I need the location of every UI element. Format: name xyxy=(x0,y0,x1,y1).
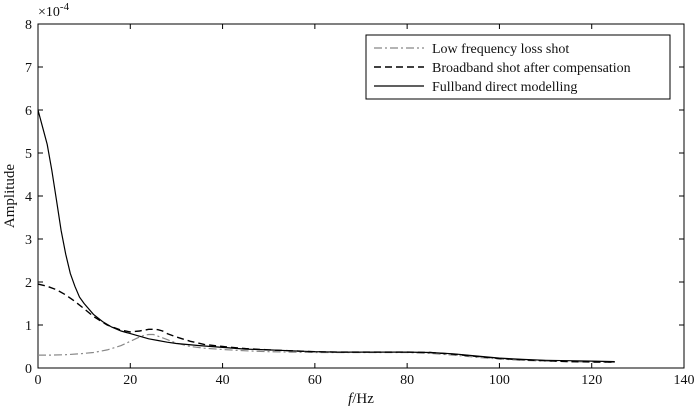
y-tick-label: 1 xyxy=(25,319,32,334)
y-tick-label: 4 xyxy=(25,190,32,205)
tick-labels: 0 20 40 60 80 100 120 140 0 1 2 3 4 5 6 7 8 xyxy=(25,18,695,388)
y-axis-label: Amplitude xyxy=(2,164,18,229)
y-tick-label: 7 xyxy=(25,61,32,76)
series-line-2 xyxy=(37,283,615,363)
x-tick-label: 120 xyxy=(581,373,602,388)
legend-label-2: Broadband shot after compensation xyxy=(432,61,631,76)
x-tick-label: 60 xyxy=(308,373,322,388)
y-tick-label: 2 xyxy=(25,276,32,291)
series-lines xyxy=(37,109,615,363)
series-line-3 xyxy=(37,109,615,363)
x-axis-label-unit: /Hz xyxy=(352,391,374,407)
y-tick-label: 5 xyxy=(25,147,32,162)
x-tick-label: 140 xyxy=(674,373,695,388)
legend-box xyxy=(365,34,671,100)
y-tick-label: 3 xyxy=(25,233,32,248)
x-axis-label-variable: f xyxy=(348,391,354,407)
x-tick-label: 100 xyxy=(489,373,510,388)
x-axis-label: f/Hz xyxy=(348,391,374,407)
y-multiplier-base: ×10 xyxy=(38,5,60,20)
legend: Low frequency loss shot Broadband shot af… xyxy=(365,34,671,100)
legend-label-3: Fullband direct modelling xyxy=(432,80,577,95)
x-tick-label: 20 xyxy=(123,373,137,388)
axis-ticks xyxy=(37,23,685,369)
y-tick-label: 0 xyxy=(25,362,32,377)
series-line-1 xyxy=(38,333,615,363)
legend-label-1: Low frequency loss shot xyxy=(432,42,569,57)
x-tick-label: 80 xyxy=(400,373,414,388)
x-tick-label: 40 xyxy=(216,373,230,388)
y-tick-label: 6 xyxy=(25,104,32,119)
x-tick-label: 0 xyxy=(35,373,42,388)
y-multiplier-exponent: -4 xyxy=(60,1,70,13)
y-axis-multiplier: ×10-4 xyxy=(38,1,70,20)
y-tick-label: 8 xyxy=(25,18,32,33)
